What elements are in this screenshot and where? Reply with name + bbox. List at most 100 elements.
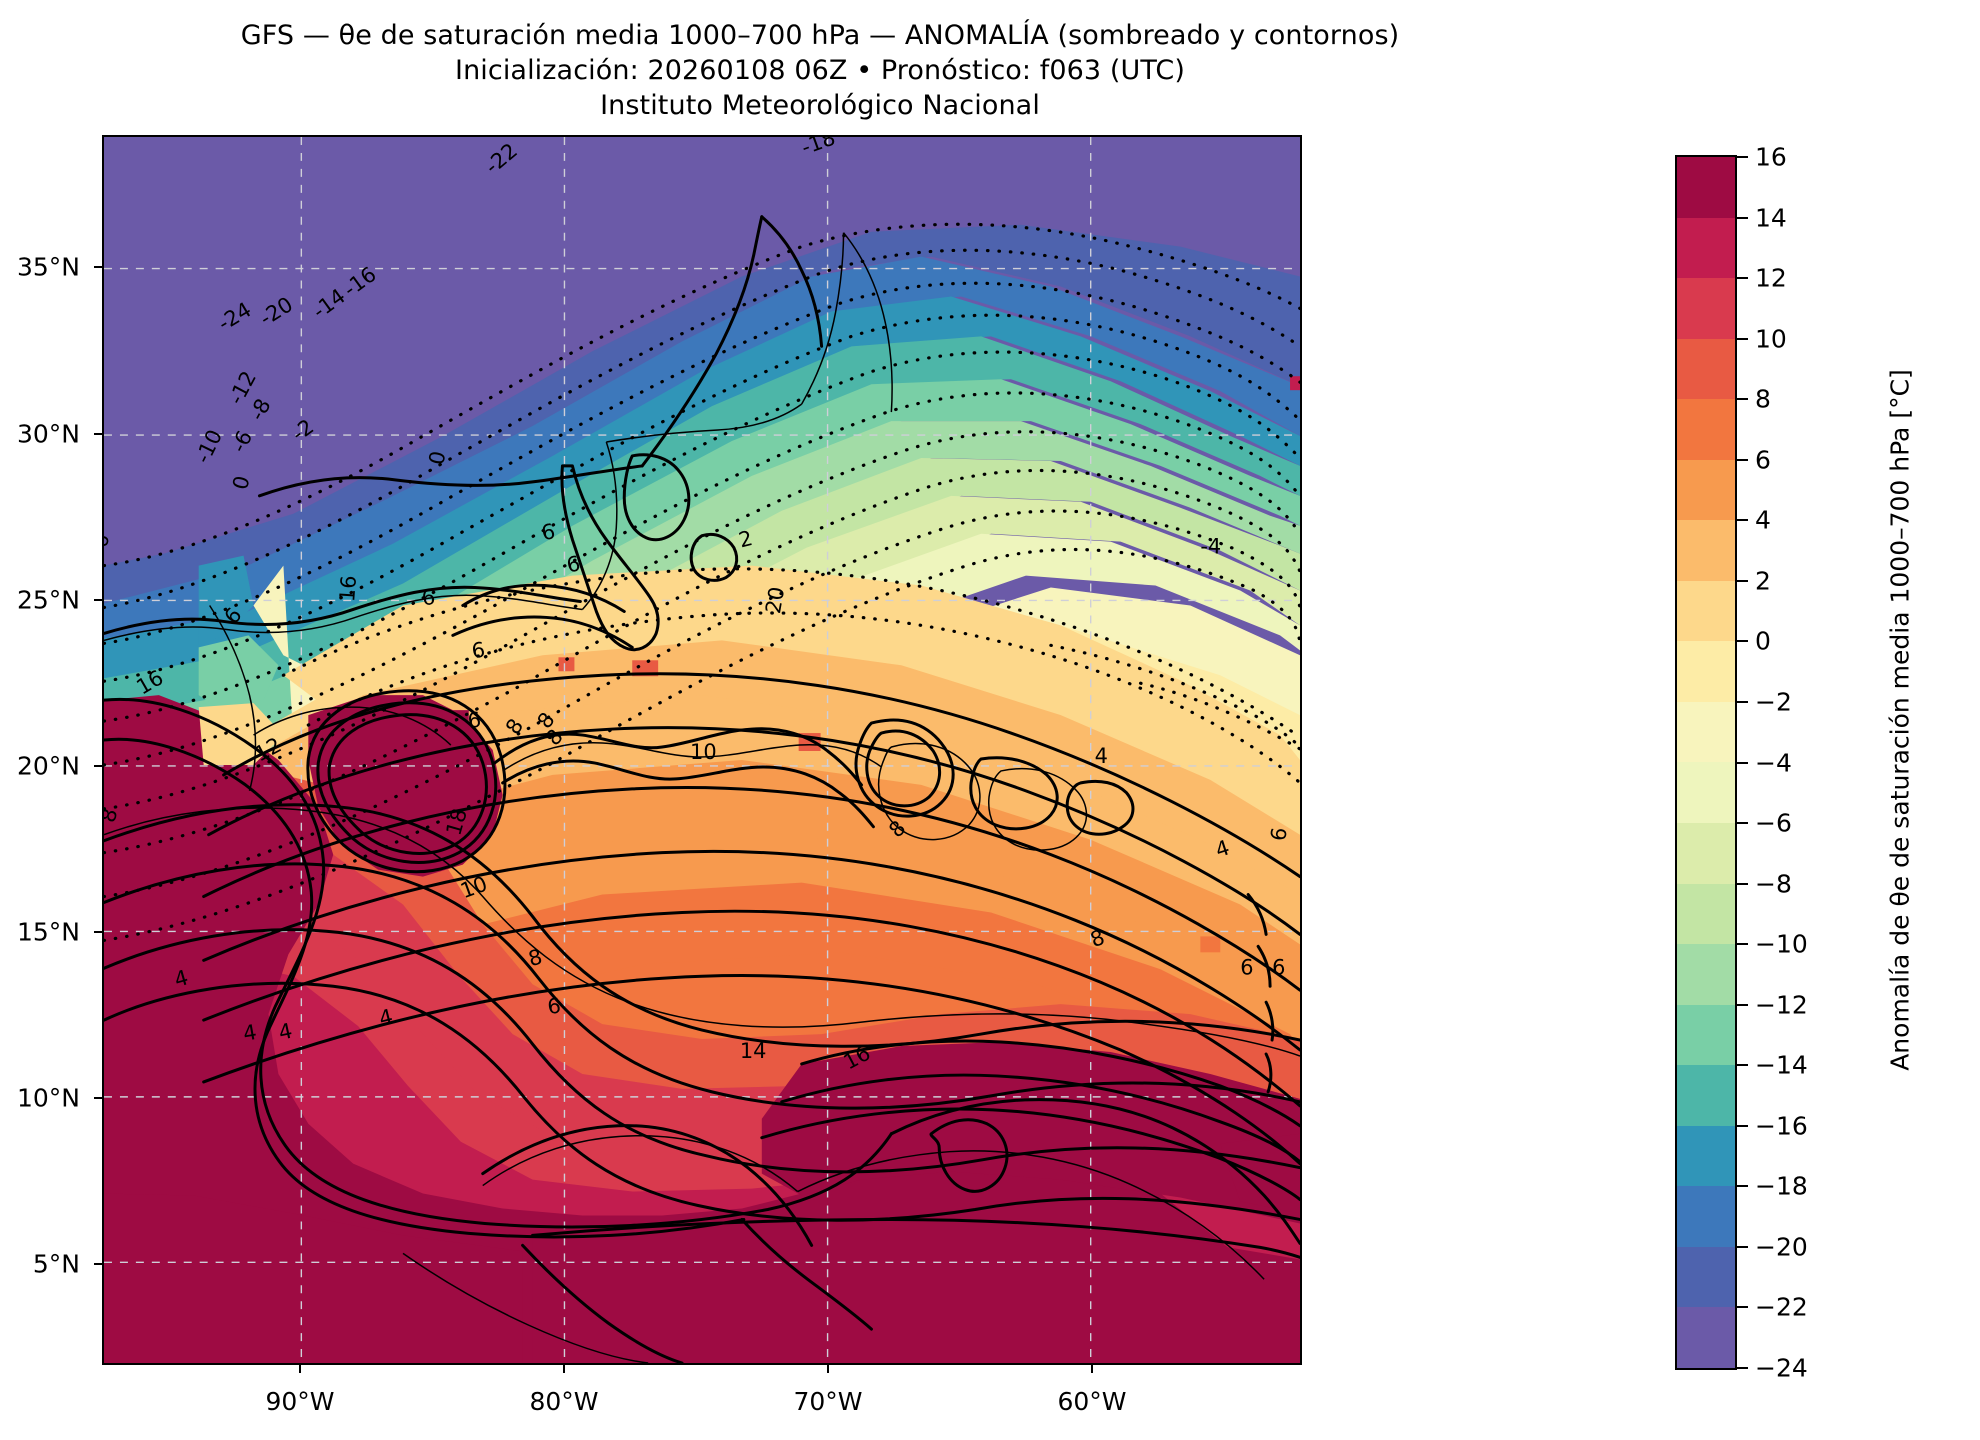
svg-text:20: 20 [761, 585, 789, 615]
colorbar-tick-mark [1737, 700, 1748, 703]
svg-text:8: 8 [526, 945, 545, 972]
colorbar-tick-mark [1737, 337, 1748, 340]
colorbar-tick-mark [1737, 458, 1748, 461]
colorbar-tick-label: 0 [1755, 626, 1771, 656]
figure-title-main: GFS — θe de saturación media 1000–700 hP… [240, 20, 1400, 51]
svg-text:6: 6 [539, 519, 558, 546]
colorbar-tick-label: 8 [1755, 384, 1771, 414]
svg-text:6: 6 [420, 585, 437, 611]
colorbar-tick-mark [1737, 761, 1748, 764]
colorbar-band [1677, 217, 1735, 279]
colorbar-tick-mark [1737, 1003, 1748, 1006]
svg-text:10: 10 [690, 740, 717, 764]
y-tick-mark [94, 266, 102, 268]
colorbar-band [1677, 823, 1735, 884]
colorbar-tick-label: −6 [1755, 808, 1792, 838]
colorbar-band [1677, 338, 1735, 400]
colorbar-tick-label: −8 [1755, 869, 1792, 899]
colorbar-tick-label: 2 [1755, 566, 1771, 596]
colorbar-tick-label: 12 [1755, 263, 1787, 293]
figure-title-run-info: Inicialización: 20260108 06Z • Pronóstic… [455, 55, 1185, 87]
svg-text:4: 4 [376, 1004, 395, 1031]
colorbar-band [1677, 1125, 1735, 1187]
svg-text:14: 14 [740, 1039, 767, 1063]
colorbar-tick-mark [1737, 1245, 1748, 1248]
y-axis: 5°N 10°N 15°N 20°N 25°N 30°N 35°N [0, 135, 102, 1365]
colorbar-tick-mark [1737, 1064, 1748, 1067]
colorbar-tick-label: 14 [1755, 203, 1787, 233]
x-tick-mark [1091, 1365, 1093, 1373]
colorbar-tick-mark [1737, 822, 1748, 825]
colorbar-title-wrap: Anomalía de θe de saturación media 1000–… [1880, 0, 1920, 1440]
colorbar-band [1677, 1307, 1735, 1368]
svg-text:6: 6 [104, 533, 114, 550]
colorbar-tick-label: −22 [1755, 1292, 1808, 1322]
colorbar-band [1677, 278, 1735, 339]
colorbar-tick-mark [1737, 277, 1748, 280]
colorbar-tick-label: 10 [1755, 324, 1787, 354]
colorbar-tick-label: −16 [1755, 1111, 1808, 1141]
positive-contours [104, 215, 1300, 1363]
svg-text:4: 4 [276, 1019, 294, 1045]
colorbar-title: Anomalía de θe de saturación media 1000–… [1885, 369, 1915, 1071]
colorbar-band [1677, 1065, 1735, 1126]
svg-text:4: 4 [1095, 744, 1108, 768]
svg-text:2: 2 [736, 526, 755, 553]
svg-text:6: 6 [466, 707, 483, 733]
svg-text:4: 4 [172, 965, 191, 992]
colorbar-band [1677, 944, 1735, 1005]
colorbar-tick-mark [1737, 579, 1748, 582]
y-tick-mark [94, 931, 102, 933]
colorbar-tick-mark [1737, 882, 1748, 885]
y-tick-label-25n: 25°N [16, 585, 80, 615]
y-tick-label-10n: 10°N [16, 1083, 80, 1113]
svg-text:6: 6 [546, 993, 563, 1019]
x-tick-label-60w: 60°W [1057, 1387, 1127, 1416]
svg-text:6: 6 [1240, 955, 1253, 979]
figure-title-attribution: Instituto Meteorológico Nacional [600, 90, 1040, 122]
colorbar-band [1677, 1186, 1735, 1247]
y-tick-mark [94, 433, 102, 435]
x-tick-mark [299, 1365, 301, 1373]
colorbar-tick-mark [1737, 398, 1748, 401]
colorbar-band [1677, 883, 1735, 945]
colorbar-tick-label: −14 [1755, 1050, 1808, 1080]
y-tick-mark [94, 1263, 102, 1265]
x-tick-mark [827, 1365, 829, 1373]
colorbar-tick-mark [1737, 156, 1748, 158]
colorbar-band [1677, 399, 1735, 460]
y-tick-mark [94, 599, 102, 601]
colorbar-band [1677, 459, 1735, 521]
svg-text:-4: -4 [1200, 535, 1221, 559]
colorbar-tick-label: −12 [1755, 990, 1808, 1020]
colorbar-tick-mark [1737, 1185, 1748, 1188]
colorbar-band [1677, 1246, 1735, 1308]
colorbar-tick-mark [1737, 1124, 1748, 1127]
colorbar[interactable] [1675, 155, 1737, 1370]
shading-layer [104, 137, 1300, 1363]
y-tick-label-30n: 30°N [16, 419, 80, 449]
x-tick-label-80w: 80°W [529, 1387, 599, 1416]
colorbar-band [1677, 520, 1735, 581]
colorbar-tick-label: −2 [1755, 687, 1792, 717]
colorbar-tick-mark [1737, 1306, 1748, 1309]
x-tick-label-90w: 90°W [265, 1387, 335, 1416]
colorbar-band [1677, 762, 1735, 824]
y-tick-mark [94, 1097, 102, 1099]
colorbar-tick-mark [1737, 640, 1748, 643]
colorbar-tick-mark [1737, 943, 1748, 946]
y-tick-label-5n: 5°N [32, 1249, 80, 1279]
svg-text:0: 0 [424, 449, 450, 467]
colorbar-band [1677, 641, 1735, 702]
svg-text:4: 4 [241, 1020, 258, 1046]
svg-text:6: 6 [470, 638, 487, 664]
colorbar-tick-mark [1737, 216, 1748, 219]
colorbar-tick-mark [1737, 1367, 1748, 1369]
y-tick-label-20n: 20°N [16, 751, 80, 781]
colorbar-ticks: 16 14 12 10 8 6 4 2 0 −2 −4 −6 −8 −10 −12 −14 −16 −18 −20 −… [1737, 143, 1917, 1383]
colorbar-tick-label: −4 [1755, 748, 1792, 777]
y-tick-mark [94, 765, 102, 767]
map-plot-area[interactable]: -24 -24 -24 -22 -22 -20 -18 -16 -14 -12 … [102, 135, 1302, 1365]
colorbar-band [1677, 157, 1735, 218]
